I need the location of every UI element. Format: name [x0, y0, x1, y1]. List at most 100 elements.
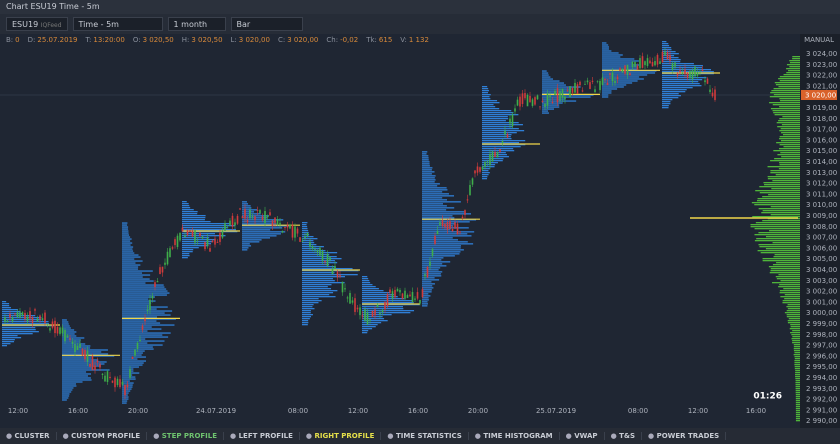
profile-row [662, 47, 672, 49]
profile-row [482, 86, 488, 88]
chart-type[interactable]: Bar [230, 17, 303, 31]
profile-row [62, 395, 70, 397]
right-profile-row [794, 362, 800, 364]
candle-body [694, 66, 696, 76]
right-profile-row [781, 156, 800, 158]
candle-body [21, 312, 24, 316]
profile-row [482, 116, 508, 118]
profile-row [602, 94, 609, 96]
profile-row [302, 308, 315, 310]
candle-body [636, 65, 639, 70]
candle-body [9, 313, 11, 318]
info-value: 1 132 [408, 36, 429, 44]
toolbar-button[interactable]: TIME STATISTICS [381, 432, 469, 440]
profile-row [422, 223, 455, 225]
profile-row [122, 330, 148, 332]
candle-body [439, 222, 441, 226]
toolbar-button[interactable]: CUSTOM PROFILE [57, 432, 148, 440]
profile-row [302, 260, 335, 262]
profile-row [182, 247, 199, 249]
right-profile-row [784, 312, 800, 314]
profile-row [62, 345, 91, 347]
profile-row [242, 201, 247, 203]
candle-body [679, 70, 681, 73]
profile-row [662, 99, 673, 101]
candle-body [236, 215, 239, 224]
right-profile-row [762, 210, 800, 212]
toolbar-button[interactable]: VWAP [560, 432, 605, 440]
symbol-box[interactable]: ESU19 IQFeed [6, 17, 68, 31]
right-profile-row [767, 166, 800, 168]
profile-row [602, 62, 633, 64]
toolbar-button[interactable]: LEFT PROFILE [224, 432, 300, 440]
profile-row [302, 222, 308, 224]
toolbar-button[interactable]: CLUSTER [0, 432, 57, 440]
info-item: Tk: 615 [366, 36, 392, 44]
profile-row [122, 244, 131, 246]
candle-body [534, 97, 536, 105]
profile-row [182, 207, 191, 209]
candle-body [161, 266, 164, 273]
profile-row [662, 107, 669, 109]
profile-row [422, 259, 442, 261]
candle-body [351, 300, 354, 303]
right-profile-row [770, 92, 800, 94]
candle-body [699, 71, 701, 73]
profile-row [482, 136, 511, 138]
timeframe[interactable]: Time - 5m [72, 17, 163, 31]
profile-row [422, 253, 460, 255]
profile-row [2, 305, 10, 307]
profile-row [302, 232, 309, 234]
right-profile-row [779, 130, 800, 132]
profile-row [62, 375, 88, 377]
price-tick-label: 3 006,00 [806, 244, 837, 252]
candle-body [259, 210, 261, 214]
profile-row [302, 240, 314, 242]
right-profile-row [795, 420, 800, 422]
profile-row [182, 209, 194, 211]
right-profile-row [772, 180, 800, 182]
info-label: L: [230, 36, 237, 44]
profile-row [122, 268, 138, 270]
profile-row [422, 281, 432, 283]
candle-body [301, 241, 304, 242]
profile-row [602, 80, 638, 82]
toolbar-button[interactable]: RIGHT PROFILE [300, 432, 382, 440]
right-profile-row [787, 308, 800, 310]
toolbar-button[interactable]: STEP PROFILE [147, 432, 225, 440]
candle-body [489, 153, 491, 165]
right-profile-row [793, 346, 800, 348]
profile-row [482, 166, 495, 168]
candle-body [306, 232, 309, 236]
info-label: T: [85, 36, 92, 44]
right-profile-row [750, 224, 800, 226]
time-label: 12:00 [348, 407, 368, 415]
toolbar-button[interactable]: POWER TRADES [642, 432, 727, 440]
right-profile-row [790, 326, 800, 328]
candle-body [181, 227, 184, 232]
right-profile-row [770, 268, 800, 270]
profile-row [62, 399, 67, 401]
profile-row [242, 231, 286, 233]
candle-body [551, 101, 554, 103]
profile-row [242, 221, 276, 223]
candle-body [109, 376, 111, 378]
price-tick-label: 3 022,00 [806, 72, 837, 80]
toolbar-button[interactable]: TIME HISTOGRAM [469, 432, 560, 440]
profile-row [302, 254, 330, 256]
candle-body [329, 257, 331, 261]
price-tick-label: 3 021,00 [806, 82, 837, 90]
profile-row [482, 102, 500, 104]
candle-body [16, 312, 19, 317]
profile-row [62, 377, 91, 379]
profile-row [242, 225, 290, 227]
candle-body [156, 281, 159, 283]
candle-body [261, 216, 264, 221]
right-profile-row [770, 170, 800, 172]
period[interactable]: 1 month [167, 17, 226, 31]
candle-body [29, 311, 31, 319]
toolbar-button[interactable]: T&S [605, 432, 643, 440]
profile-row [542, 80, 560, 82]
profile-row [482, 168, 490, 170]
profile-row [482, 142, 520, 144]
